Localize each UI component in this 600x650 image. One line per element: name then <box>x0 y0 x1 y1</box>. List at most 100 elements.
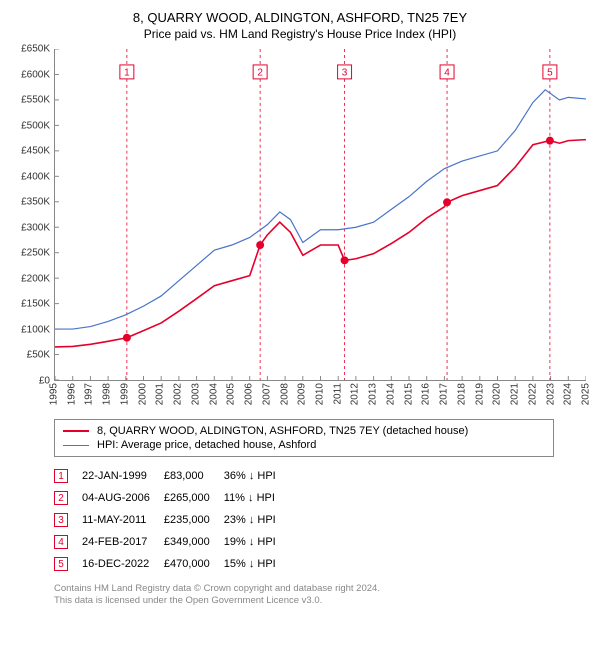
event-delta: 15% ↓ HPI <box>224 553 290 575</box>
event-price: £265,000 <box>164 487 224 509</box>
y-tick-label: £600K <box>21 69 50 80</box>
x-tick-label: 2021 <box>510 383 521 405</box>
y-tick-label: £200K <box>21 273 50 284</box>
legend-swatch <box>63 445 89 446</box>
event-price: £83,000 <box>164 465 224 487</box>
footer-line-1: Contains HM Land Registry data © Crown c… <box>54 583 590 595</box>
x-tick-label: 2007 <box>261 383 272 405</box>
chart-title: 8, QUARRY WOOD, ALDINGTON, ASHFORD, TN25… <box>10 10 590 25</box>
series-hpi <box>55 90 586 329</box>
event-row: 5 16-DEC-2022£470,00015% ↓ HPI <box>54 553 290 575</box>
svg-text:5: 5 <box>547 67 553 78</box>
x-tick-label: 1999 <box>119 383 130 405</box>
legend-label: 8, QUARRY WOOD, ALDINGTON, ASHFORD, TN25… <box>97 425 468 437</box>
event-row: 2 04-AUG-2006£265,00011% ↓ HPI <box>54 487 290 509</box>
legend-label: HPI: Average price, detached house, Ashf… <box>97 439 316 451</box>
event-marker-1 <box>123 334 131 342</box>
y-tick-label: £100K <box>21 324 50 335</box>
x-tick-label: 1995 <box>49 383 60 405</box>
chart-subtitle: Price paid vs. HM Land Registry's House … <box>10 27 590 41</box>
attribution-footer: Contains HM Land Registry data © Crown c… <box>54 583 590 608</box>
event-date: 24-FEB-2017 <box>82 531 164 553</box>
legend-item: HPI: Average price, detached house, Ashf… <box>63 438 545 452</box>
event-row-badge: 3 <box>54 513 68 527</box>
price-vs-hpi-chart: 8, QUARRY WOOD, ALDINGTON, ASHFORD, TN25… <box>10 10 590 608</box>
event-row-badge: 2 <box>54 491 68 505</box>
x-tick-label: 2003 <box>190 383 201 405</box>
x-tick-label: 2017 <box>439 383 450 405</box>
x-tick-label: 2018 <box>456 383 467 405</box>
svg-text:2: 2 <box>257 67 263 78</box>
title-block: 8, QUARRY WOOD, ALDINGTON, ASHFORD, TN25… <box>10 10 590 41</box>
event-delta: 23% ↓ HPI <box>224 509 290 531</box>
footer-line-2: This data is licensed under the Open Gov… <box>54 595 590 607</box>
event-row-badge: 5 <box>54 557 68 571</box>
x-tick-label: 2020 <box>492 383 503 405</box>
x-tick-label: 2000 <box>137 383 148 405</box>
y-tick-label: £650K <box>21 44 50 55</box>
y-tick-label: £300K <box>21 222 50 233</box>
event-row: 1 22-JAN-1999£83,00036% ↓ HPI <box>54 465 290 487</box>
y-tick-label: £450K <box>21 146 50 157</box>
x-tick-label: 2004 <box>208 383 219 405</box>
legend-item: 8, QUARRY WOOD, ALDINGTON, ASHFORD, TN25… <box>63 424 545 438</box>
y-tick-label: £350K <box>21 197 50 208</box>
x-tick-label: 2014 <box>385 383 396 405</box>
svg-text:4: 4 <box>444 67 450 78</box>
sales-events-table: 1 22-JAN-1999£83,00036% ↓ HPI 2 04-AUG-2006… <box>54 465 290 575</box>
x-tick-label: 2008 <box>279 383 290 405</box>
event-row-badge: 1 <box>54 469 68 483</box>
y-tick-label: £500K <box>21 120 50 131</box>
event-marker-2 <box>256 241 264 249</box>
x-tick-label: 2006 <box>244 383 255 405</box>
event-price: £470,000 <box>164 553 224 575</box>
event-price: £235,000 <box>164 509 224 531</box>
event-delta: 19% ↓ HPI <box>224 531 290 553</box>
x-tick-label: 2024 <box>563 383 574 405</box>
svg-text:3: 3 <box>342 67 348 78</box>
y-tick-label: £50K <box>27 350 50 361</box>
y-tick-label: £150K <box>21 299 50 310</box>
plot-area: £0£50K£100K£150K£200K£250K£300K£350K£400… <box>10 49 590 409</box>
x-tick-label: 2015 <box>403 383 414 405</box>
legend-swatch <box>63 430 89 432</box>
event-date: 11-MAY-2011 <box>82 509 164 531</box>
x-tick-label: 2023 <box>545 383 556 405</box>
event-marker-4 <box>443 198 451 206</box>
event-marker-5 <box>546 137 554 145</box>
y-tick-label: £400K <box>21 171 50 182</box>
x-tick-label: 2013 <box>368 383 379 405</box>
x-tick-label: 1997 <box>84 383 95 405</box>
event-delta: 11% ↓ HPI <box>224 487 290 509</box>
x-tick-label: 1996 <box>66 383 77 405</box>
event-price: £349,000 <box>164 531 224 553</box>
plot-region: 1 2 3 4 5 <box>54 49 586 381</box>
event-date: 16-DEC-2022 <box>82 553 164 575</box>
x-tick-label: 2011 <box>332 383 343 405</box>
series-property <box>55 140 586 347</box>
y-tick-label: £250K <box>21 248 50 259</box>
x-tick-label: 2009 <box>297 383 308 405</box>
x-tick-label: 2012 <box>350 383 361 405</box>
event-date: 04-AUG-2006 <box>82 487 164 509</box>
event-delta: 36% ↓ HPI <box>224 465 290 487</box>
y-tick-label: £550K <box>21 95 50 106</box>
x-tick-label: 2001 <box>155 383 166 405</box>
x-tick-label: 2022 <box>527 383 538 405</box>
x-tick-label: 2005 <box>226 383 237 405</box>
y-axis: £0£50K£100K£150K£200K£250K£300K£350K£400… <box>10 49 54 381</box>
x-tick-label: 2002 <box>173 383 184 405</box>
x-axis: 1995199619971998199920002001200220032004… <box>54 381 586 409</box>
x-tick-label: 1998 <box>102 383 113 405</box>
x-tick-label: 2016 <box>421 383 432 405</box>
event-row: 424-FEB-2017£349,00019% ↓ HPI <box>54 531 290 553</box>
event-date: 22-JAN-1999 <box>82 465 164 487</box>
plot-svg: 1 2 3 4 5 <box>55 49 586 380</box>
event-marker-3 <box>341 256 349 264</box>
legend: 8, QUARRY WOOD, ALDINGTON, ASHFORD, TN25… <box>54 419 554 457</box>
x-tick-label: 2019 <box>474 383 485 405</box>
event-row: 3 11-MAY-2011£235,00023% ↓ HPI <box>54 509 290 531</box>
x-tick-label: 2010 <box>315 383 326 405</box>
svg-text:1: 1 <box>124 67 130 78</box>
x-tick-label: 2025 <box>581 383 592 405</box>
